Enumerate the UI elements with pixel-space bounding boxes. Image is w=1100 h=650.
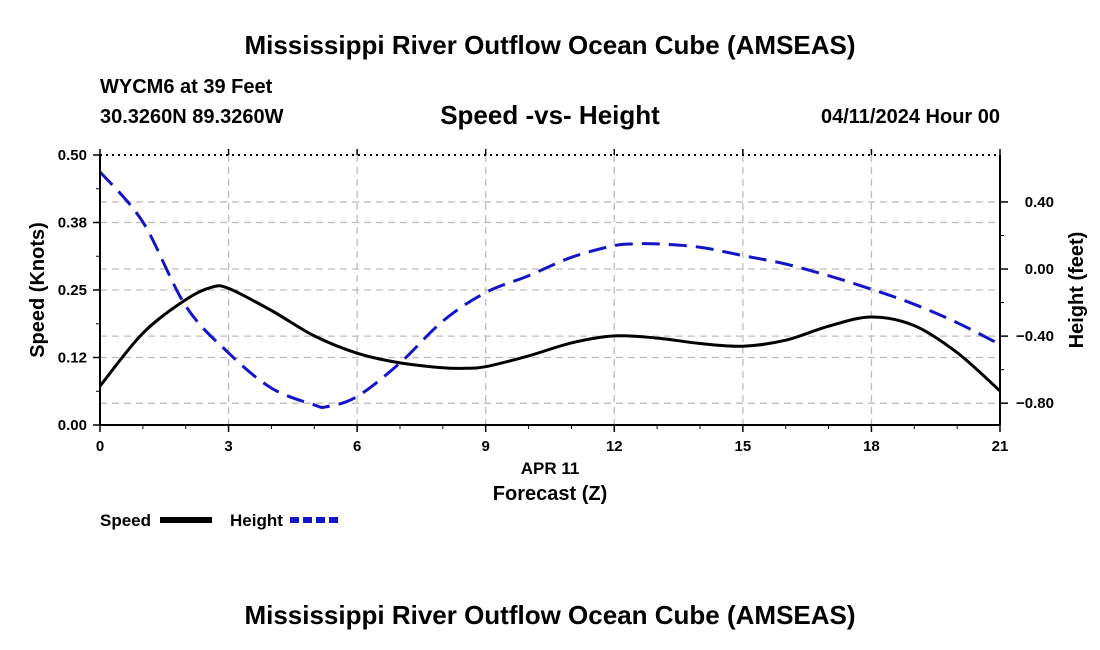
x-tick-label-1: 3 [224,438,232,455]
y-tick-label-0: 0.00 [58,417,87,434]
y-tick-label-4: 0.50 [58,147,87,164]
chart-main-title: Mississippi River Outflow Ocean Cube (AM… [244,30,856,60]
x-axis-title: Forecast (Z) [493,483,607,505]
plot-frame [99,154,1001,426]
series-line-height [98,170,1001,409]
x-tick-label-4: 12 [606,438,623,455]
x-tick-label-6: 18 [863,438,880,455]
station-coordinates: 30.3260N 89.3260W [100,106,284,128]
y2-tick-label-1: −0.40 [1016,328,1054,345]
footer-title: Mississippi River Outflow Ocean Cube (AM… [244,600,856,630]
y-tick-label-1: 0.12 [58,350,87,367]
y-axis-title: Speed (Knots) [27,222,49,358]
axis-ticks [93,149,1008,432]
y2-tick-label-0: −0.80 [1016,395,1054,412]
series-line-speed [98,284,1002,393]
x-tick-label-2: 6 [353,438,361,455]
chart-subtitle: Speed -vs- Height [440,100,660,130]
x-tick-label-5: 15 [735,438,752,455]
axis-labels: 0 3 6 9 12 15 18 21 0.00 0.12 0.25 0.38 0.50 −0.80 −0.… [27,147,1088,505]
x-axis-date: APR 11 [521,459,580,478]
y2-axis-title: Height (feet) [1066,232,1088,349]
x-tick-label-3: 9 [482,438,490,455]
y-tick-label-2: 0.25 [58,282,87,299]
station-label: WYCM6 at 39 Feet [100,76,273,98]
y-tick-label-3: 0.38 [58,215,87,232]
x-tick-label-0: 0 [96,438,104,455]
x-tick-label-7: 21 [992,438,1009,455]
y2-tick-label-2: 0.00 [1025,261,1054,278]
legend-height-label: Height [230,511,283,530]
y2-tick-label-3: 0.40 [1025,194,1054,211]
legend-speed-label: Speed [100,511,151,530]
forecast-datetime: 04/11/2024 Hour 00 [820,106,1000,128]
chart-legend: Speed Height [100,511,342,530]
series-lines [98,170,1002,409]
